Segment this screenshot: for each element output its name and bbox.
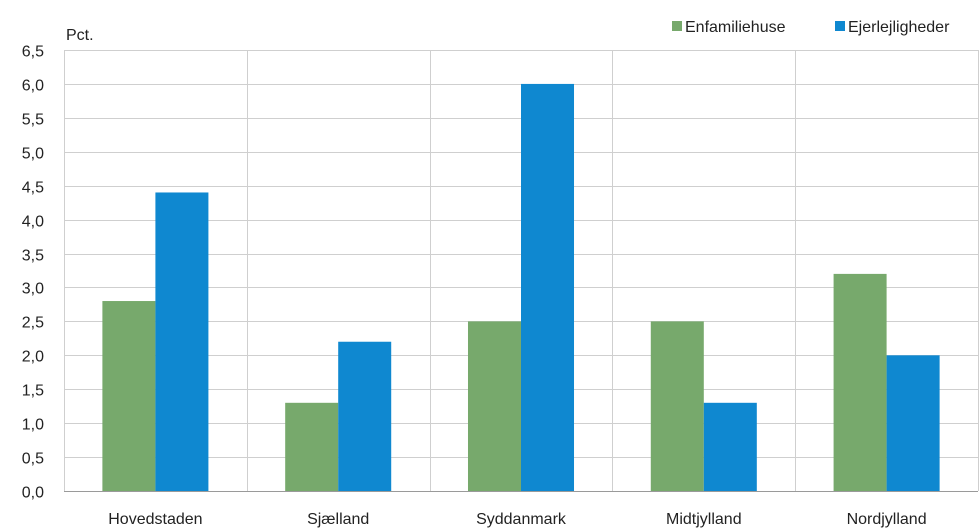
- y-tick-label: 4,0: [22, 214, 44, 231]
- legend-label: Enfamiliehuse: [685, 19, 786, 36]
- x-tick-label: Hovedstaden: [108, 511, 202, 528]
- bar-ejerlejligheder-1: [338, 341, 392, 491]
- y-tick-label: 5,5: [22, 112, 44, 129]
- y-tick-label: 2,5: [22, 315, 44, 332]
- y-tick-label: 6,5: [22, 44, 44, 61]
- bar-ejerlejligheder-3: [703, 402, 757, 491]
- y-axis-label: Pct.: [66, 27, 94, 44]
- bar-ejerlejligheder-4: [886, 355, 940, 491]
- y-tick-label: 1,5: [22, 383, 44, 400]
- y-tick-label: 0,5: [22, 451, 44, 468]
- bar-enfamiliehuse-4: [833, 273, 887, 491]
- bar-enfamiliehuse-2: [467, 321, 521, 491]
- bar-enfamiliehuse-0: [102, 301, 156, 491]
- x-axis-tick-labels: Hovedstaden Sjælland Syddanmark Midtjylland…: [108, 511, 926, 528]
- bar-enfamiliehuse-1: [285, 402, 339, 491]
- y-tick-label: 5,0: [22, 146, 44, 163]
- x-tick-label: Sjælland: [307, 511, 369, 528]
- y-tick-label: 2,0: [22, 349, 44, 366]
- legend-swatch: [835, 21, 845, 31]
- legend: Enfamiliehuse Ejerlejligheder: [672, 19, 950, 36]
- legend-label: Ejerlejligheder: [848, 19, 950, 36]
- bar-enfamiliehuse-3: [650, 321, 704, 491]
- y-tick-label: 6,0: [22, 78, 44, 95]
- x-tick-label: Midtjylland: [666, 511, 742, 528]
- x-tick-label: Syddanmark: [476, 511, 567, 528]
- y-tick-label: 0,0: [22, 485, 44, 502]
- legend-swatch: [672, 21, 682, 31]
- y-tick-label: 3,5: [22, 248, 44, 265]
- x-tick-label: Nordjylland: [847, 511, 927, 528]
- bars: [102, 83, 940, 491]
- y-axis-tick-labels: 0,0 0,5 1,0 1,5 2,0 2,5 3,0 3,5 4,0 4,5 5,0 5,5 6,0 6…: [22, 44, 44, 502]
- y-tick-label: 3,0: [22, 281, 44, 298]
- y-tick-label: 4,5: [22, 180, 44, 197]
- y-tick-label: 1,0: [22, 417, 44, 434]
- bar-ejerlejligheder-2: [521, 83, 575, 491]
- bar-ejerlejligheder-0: [155, 192, 209, 491]
